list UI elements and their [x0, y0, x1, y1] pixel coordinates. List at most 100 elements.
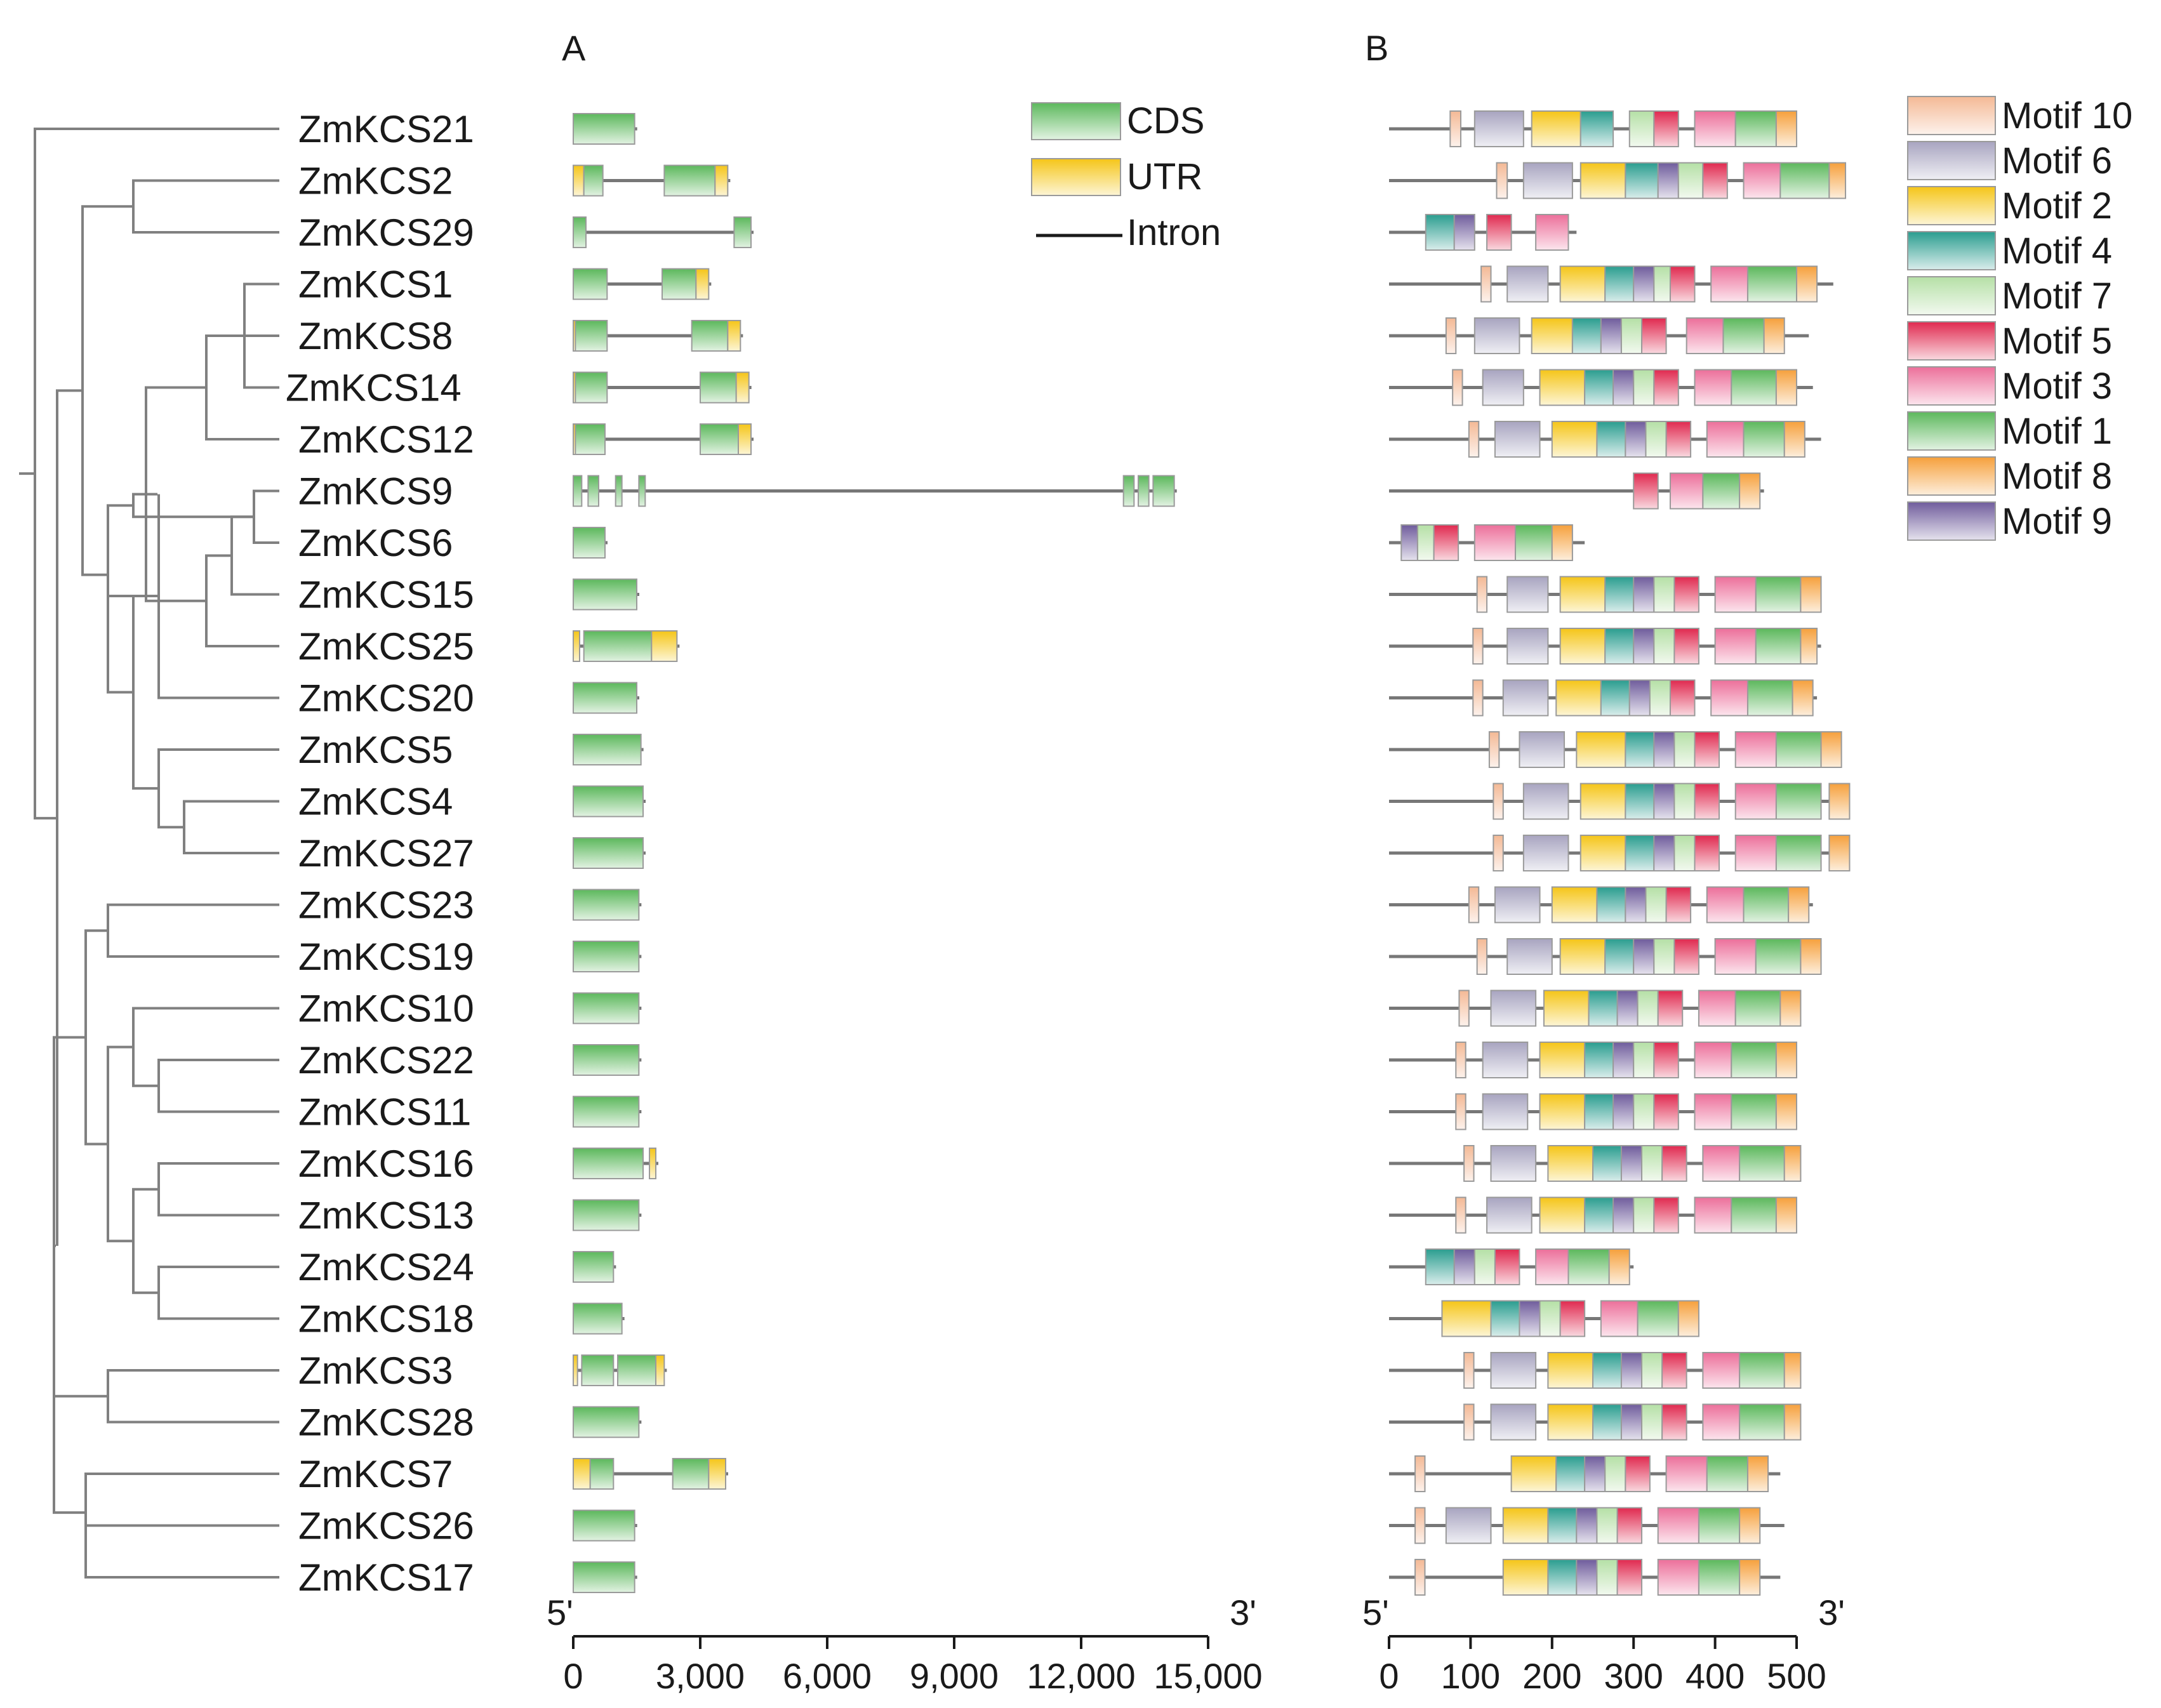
gene-label: ZmKCS5 — [298, 729, 453, 771]
motif-2-block — [1559, 938, 1606, 975]
motif-1-block — [1755, 576, 1802, 613]
legend-label: Motif 3 — [2002, 366, 2112, 407]
motif-5-block — [1702, 162, 1728, 199]
motif-3-block — [1535, 214, 1569, 251]
axis-gene-length: 0 3,000 6,000 9,000 12,000 15,000 5' 3' — [547, 1592, 1263, 1696]
gene-structure-row — [573, 1406, 642, 1438]
gene-structure-row — [573, 1354, 667, 1386]
motif-5-block — [1433, 524, 1460, 561]
motif-3-block — [1706, 886, 1745, 924]
cds-block — [573, 1561, 635, 1593]
motif-9-block — [1628, 679, 1651, 717]
three-prime-label: 3' — [1230, 1592, 1256, 1632]
motif-8-block — [1677, 1300, 1699, 1337]
gene-structure-row — [573, 889, 642, 921]
motif-3-block — [1694, 1042, 1732, 1078]
cds-block — [573, 1148, 644, 1179]
motif-2-block — [1539, 1093, 1586, 1130]
gene-structure-row — [573, 630, 680, 662]
motif-1-block — [1731, 369, 1777, 406]
motif-10-block — [1468, 886, 1480, 924]
motif-8-block — [1775, 1042, 1797, 1078]
motif-8-block — [1783, 1403, 1802, 1441]
gene-label: ZmKCS26 — [298, 1505, 474, 1547]
cds-block — [733, 216, 752, 248]
motif-2-block — [1555, 679, 1602, 717]
motif-4-block — [1604, 938, 1635, 975]
motif-row — [1389, 576, 1822, 613]
utr-block — [714, 164, 729, 197]
motif-6-block — [1506, 265, 1549, 303]
cds-block — [573, 889, 640, 921]
gene-structure-row — [573, 527, 608, 559]
motif-5-block — [1661, 1352, 1687, 1389]
gene-structure-row — [573, 371, 752, 404]
motif-8-block — [1763, 317, 1785, 354]
motif-2-block — [1576, 731, 1626, 768]
gene-structure-row — [573, 475, 1177, 507]
legend-item-motif-8: Motif 8 — [1907, 456, 2112, 497]
motif-1-block — [1722, 317, 1765, 354]
motif-9-block — [1612, 369, 1635, 406]
motif-row — [1389, 1145, 1802, 1182]
motif-8-block — [1551, 524, 1573, 561]
motif-8-block — [1800, 628, 1818, 665]
motif-1-block — [1746, 679, 1793, 717]
legend-swatch — [1907, 456, 1996, 496]
motif-10-block — [1463, 1403, 1475, 1441]
motif-row — [1389, 265, 1833, 303]
motif-4-block — [1425, 214, 1455, 251]
motif-row — [1389, 886, 1813, 924]
motif-6-block — [1490, 990, 1537, 1027]
cds-block — [691, 320, 729, 352]
gene-labels: ZmKCS21 ZmKCS2 ZmKCS29 ZmKCS1 ZmKCS8 ZmKCS14 Z… — [286, 108, 474, 1599]
motif-5-block — [1633, 472, 1659, 510]
motif-7-block — [1677, 162, 1704, 199]
legend-item-motif-9: Motif 9 — [1907, 501, 2112, 542]
gene-structure-row — [573, 785, 646, 818]
utr-block — [655, 1354, 665, 1386]
motif-3-block — [1665, 1455, 1708, 1492]
motif-8-block — [1775, 1196, 1797, 1234]
gene-structure-row — [573, 734, 644, 765]
motif-9-block — [1612, 1196, 1635, 1234]
motif-9-block — [1400, 524, 1418, 561]
motif-1-block — [1734, 110, 1777, 147]
motif-5-block — [1559, 1300, 1586, 1337]
legend-item-cds: CDS — [1031, 100, 1204, 142]
motif-2-block — [1559, 265, 1606, 303]
motif-6-block — [1506, 938, 1553, 975]
motif-10-block — [1480, 265, 1492, 303]
legend-label: Motif 10 — [2002, 95, 2132, 136]
gene-structure-row — [573, 164, 731, 197]
motif-2-block — [1543, 990, 1590, 1027]
motif-2-block — [1579, 162, 1626, 199]
motif-8-block — [1739, 472, 1761, 510]
motif-7-block — [1539, 1300, 1561, 1337]
gene-structure-row — [573, 320, 743, 352]
motif-1-block — [1698, 1559, 1741, 1596]
cds-block — [1152, 475, 1175, 507]
cds-block — [672, 1458, 710, 1490]
motif-1-block — [1755, 938, 1802, 975]
motif-1-block — [1567, 1248, 1610, 1285]
motif-10-block — [1449, 110, 1461, 147]
motif-row — [1389, 1248, 1634, 1285]
motif-8-block — [1739, 1507, 1761, 1544]
motif-4-block — [1584, 1042, 1614, 1078]
motif-row — [1389, 472, 1764, 510]
gene-label: ZmKCS13 — [298, 1195, 474, 1237]
cds-block — [587, 475, 599, 507]
motif-1-block — [1731, 1093, 1777, 1130]
motif-2-block — [1551, 421, 1598, 458]
axis-tick-label: 300 — [1604, 1656, 1663, 1696]
motif-3-block — [1714, 628, 1757, 665]
motif-4-block — [1547, 1507, 1578, 1544]
motif-1-block — [1739, 1403, 1785, 1441]
motif-1-block — [1637, 1300, 1679, 1337]
motif-8-block — [1828, 162, 1847, 199]
cds-block — [573, 682, 637, 714]
motif-7-block — [1673, 835, 1696, 871]
motif-4-block — [1625, 835, 1655, 871]
motif-row — [1389, 369, 1813, 406]
